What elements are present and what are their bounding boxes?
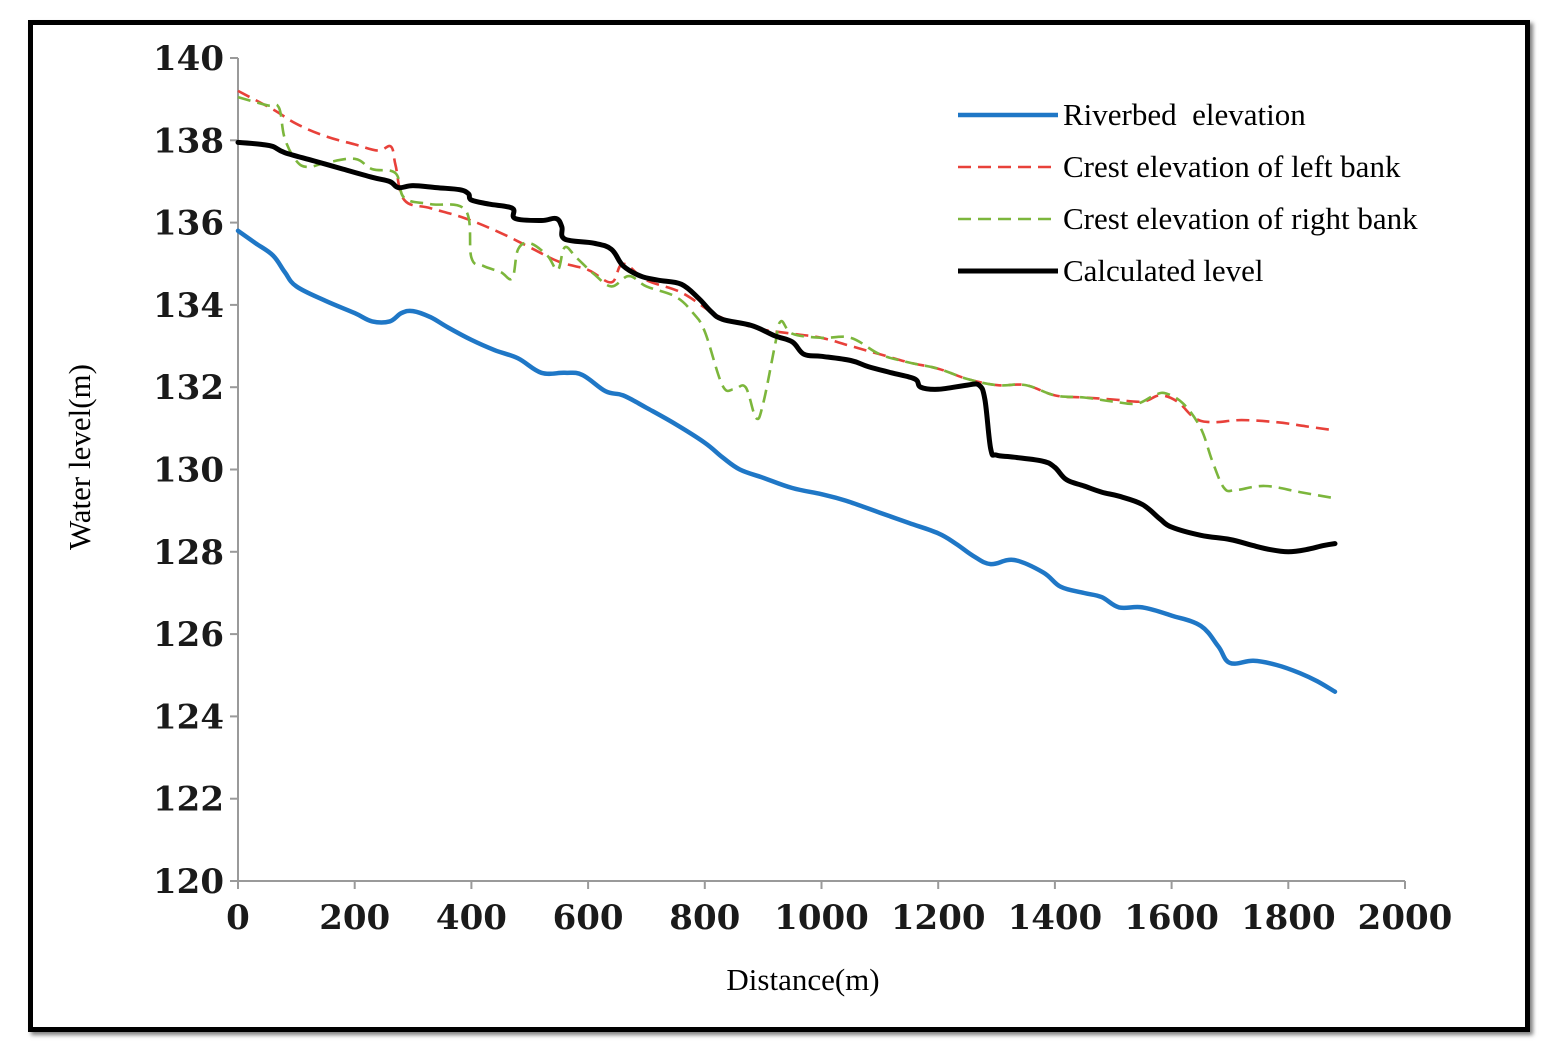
y-axis-title: Water level(m) <box>62 364 97 550</box>
x-tick-label: 400 <box>436 898 507 938</box>
y-tick-label: 122 <box>153 780 224 820</box>
y-tick-label: 132 <box>153 368 224 408</box>
y-ticks: 120 122 124 126 128 130 132 134 136 138 140 <box>153 39 238 902</box>
x-tick-label: 600 <box>553 898 624 938</box>
x-ticks: 0 200 400 600 800 1000 1200 1400 1600 1800 2000 <box>226 881 1452 938</box>
y-tick-label: 126 <box>153 615 224 655</box>
y-tick-label: 120 <box>153 862 224 902</box>
y-tick-label: 128 <box>153 533 224 573</box>
x-axis-title: Distance(m) <box>726 962 879 997</box>
x-tick-label: 1000 <box>774 898 869 938</box>
x-tick-label: 1400 <box>1008 898 1103 938</box>
x-tick-label: 1600 <box>1124 898 1219 938</box>
series-layer <box>235 89 1338 694</box>
series-line-calculated-level <box>235 139 1338 555</box>
y-tick-label: 138 <box>153 121 224 161</box>
y-tick-label: 134 <box>153 286 224 326</box>
x-tick-label: 0 <box>226 898 250 938</box>
legend-label: Crest elevation of left bank <box>1063 149 1401 184</box>
line-chart: 120 122 124 126 128 130 132 134 136 138 140 0 200 40… <box>62 39 1452 997</box>
y-tick-label: 124 <box>153 697 224 737</box>
y-tick-label: 130 <box>153 451 224 491</box>
x-tick-label: 800 <box>669 898 740 938</box>
series-line-riverbed-elevation <box>235 228 1338 694</box>
x-tick-label: 1200 <box>891 898 986 938</box>
legend-label: Riverbed elevation <box>1063 97 1306 132</box>
x-tick-label: 2000 <box>1358 898 1453 938</box>
y-tick-label: 136 <box>153 204 224 244</box>
chart-frame: 120 122 124 126 128 130 132 134 136 138 140 0 200 40… <box>28 20 1530 1032</box>
y-tick-label: 140 <box>153 39 224 79</box>
legend-label: Calculated level <box>1063 253 1264 288</box>
legend: Riverbed elevation Crest elevation of lef… <box>958 97 1418 288</box>
x-tick-label: 1800 <box>1241 898 1336 938</box>
legend-label: Crest elevation of right bank <box>1063 201 1418 236</box>
series-line-crest-elevation-of-right-bank <box>237 95 1336 500</box>
x-tick-label: 200 <box>319 898 390 938</box>
